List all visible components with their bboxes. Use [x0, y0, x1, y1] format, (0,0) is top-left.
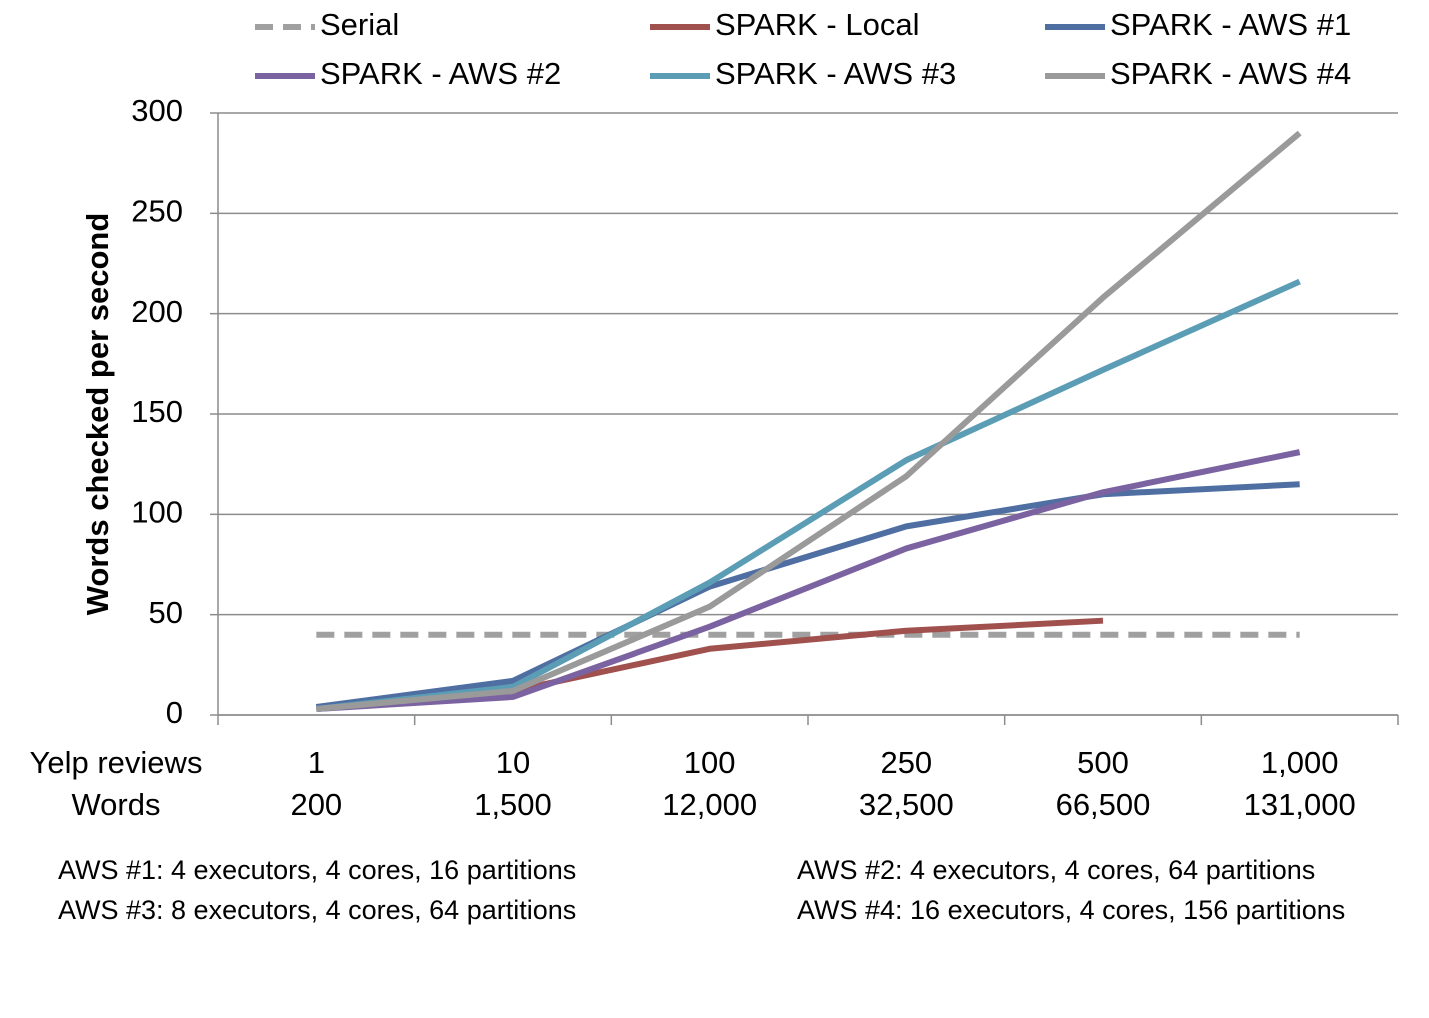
legend-label: SPARK - Local	[715, 7, 919, 42]
legend-label: SPARK - AWS #4	[1110, 56, 1351, 91]
x-tick-label: 250	[880, 745, 932, 780]
series-line	[315, 278, 1301, 712]
y-tick-label: 0	[166, 695, 183, 730]
x-tick-label-words: 12,000	[662, 787, 757, 822]
y-tick-label: 150	[131, 394, 183, 429]
legend-label: SPARK - AWS #2	[320, 56, 561, 91]
series-line	[315, 481, 1300, 710]
y-tick-label: 100	[131, 495, 183, 530]
legend-label: SPARK - AWS #3	[715, 56, 956, 91]
note: AWS #4: 16 executors, 4 cores, 156 parti…	[797, 895, 1345, 925]
note: AWS #2: 4 executors, 4 cores, 64 partiti…	[797, 855, 1315, 885]
series-line	[316, 130, 1302, 712]
x-row-label: Words	[71, 787, 160, 822]
x-tick-label-words: 131,000	[1244, 787, 1356, 822]
x-row-label: Yelp reviews	[30, 745, 203, 780]
y-tick-label: 50	[149, 595, 183, 630]
x-tick-label-words: 1,500	[474, 787, 552, 822]
y-tick-label: 300	[131, 93, 183, 128]
legend-label: Serial	[320, 7, 399, 42]
note: AWS #1: 4 executors, 4 cores, 16 partiti…	[58, 855, 576, 885]
x-tick-label: 500	[1077, 745, 1129, 780]
legend-label: SPARK - AWS #1	[1110, 7, 1351, 42]
y-tick-label: 200	[131, 294, 183, 329]
x-tick-label: 100	[684, 745, 736, 780]
x-tick-label: 1,000	[1261, 745, 1339, 780]
series-line	[316, 449, 1301, 712]
y-tick-label: 250	[131, 194, 183, 229]
x-tick-label: 10	[496, 745, 530, 780]
x-tick-label-words: 32,500	[859, 787, 954, 822]
x-tick-label: 1	[308, 745, 325, 780]
note: AWS #3: 8 executors, 4 cores, 64 partiti…	[58, 895, 576, 925]
y-axis-label: Words checked per second	[80, 213, 115, 616]
x-tick-label-words: 200	[290, 787, 342, 822]
x-tick-label-words: 66,500	[1056, 787, 1151, 822]
